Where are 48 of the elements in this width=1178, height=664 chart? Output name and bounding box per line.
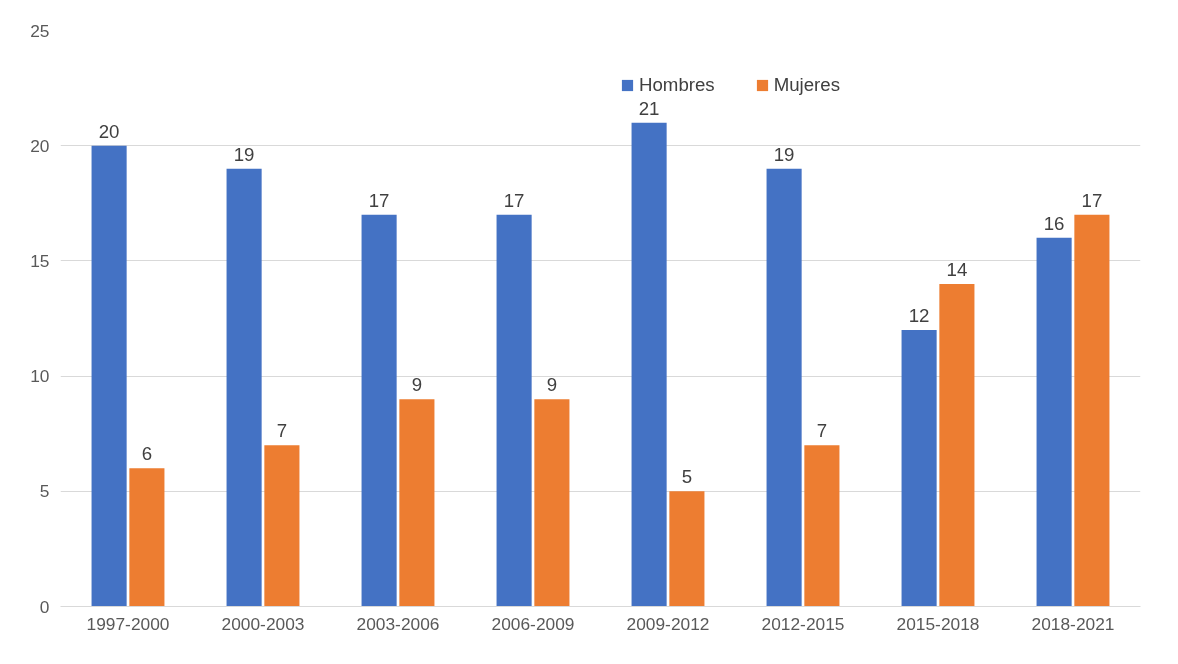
legend-label: Hombres [639,74,715,96]
data-label: 9 [546,374,558,396]
x-tick-label: 2009-2012 [626,613,710,634]
bar [1074,214,1110,607]
x-tick-label: 2018-2021 [1031,613,1115,634]
y-tick-label: 0 [39,596,50,617]
x-tick-label: 2000-2003 [221,613,305,634]
bar [399,399,435,607]
bar [91,145,127,607]
bar [226,168,262,607]
data-label: 7 [816,420,828,442]
y-tick-label: 15 [30,250,50,271]
x-tick-label: 2003-2006 [356,613,440,634]
data-label: 12 [908,305,930,327]
y-tick-label: 10 [30,366,50,387]
bar [669,491,705,607]
data-label: 9 [411,374,423,396]
bar [129,468,165,607]
data-label: 17 [368,189,390,211]
data-label: 17 [1081,189,1103,211]
data-label: 5 [681,466,693,488]
bar [631,122,667,607]
legend-label: Mujeres [773,74,841,96]
y-tick-label: 20 [30,135,50,156]
x-tick-label: 1997-2000 [86,613,170,634]
bar [496,214,532,607]
bar [939,283,975,607]
data-label: 20 [98,120,120,142]
y-tick-label: 5 [39,481,50,502]
bar [361,214,397,607]
bar [766,168,802,607]
data-label: 17 [503,189,525,211]
x-tick-label: 2012-2015 [761,613,845,634]
data-label: 19 [773,143,795,165]
bar [534,399,570,607]
x-tick-label: 2006-2009 [491,613,575,634]
bar [804,445,840,607]
data-label: 16 [1043,212,1065,234]
data-label: 7 [276,420,288,442]
y-tick-label: 25 [30,20,50,41]
data-label: 6 [141,443,153,465]
data-label: 21 [638,97,660,119]
x-tick-label: 2015-2018 [896,613,980,634]
data-label: 14 [946,258,968,280]
bar [1036,237,1072,607]
bar [901,330,937,607]
data-label: 19 [233,143,255,165]
bar [264,445,300,607]
